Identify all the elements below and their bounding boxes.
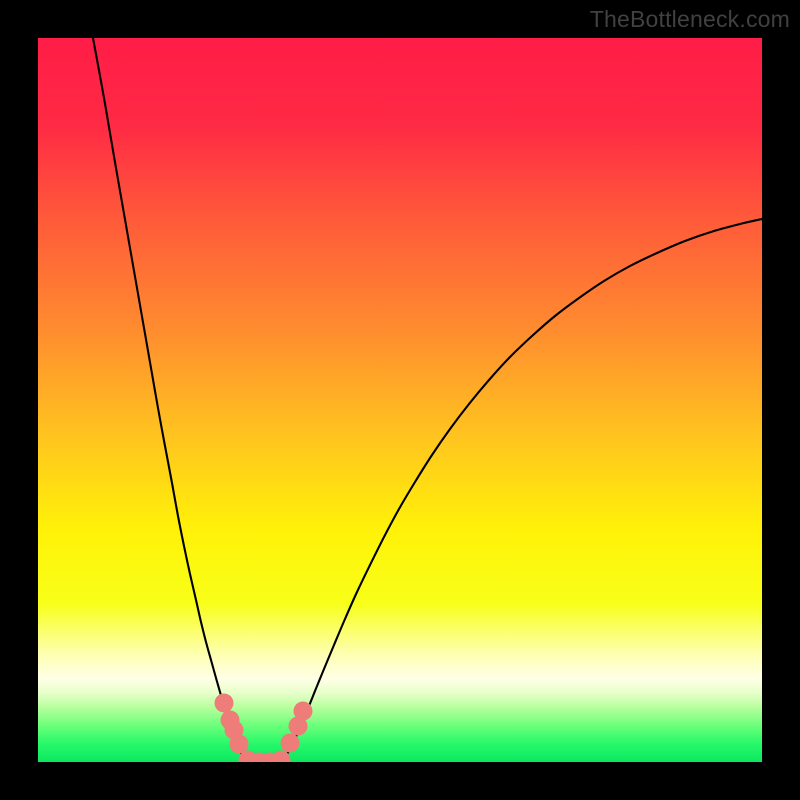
- curve-right-branch: [280, 219, 762, 762]
- marker-point: [215, 694, 234, 713]
- chart-svg: [38, 38, 762, 762]
- marker-point: [281, 734, 300, 753]
- curve-left-branch: [93, 38, 248, 762]
- plot-area: [38, 38, 762, 762]
- marker-point: [294, 702, 313, 721]
- marker-point: [230, 735, 249, 754]
- watermark-text: TheBottleneck.com: [590, 6, 790, 33]
- chart-frame: TheBottleneck.com: [0, 0, 800, 800]
